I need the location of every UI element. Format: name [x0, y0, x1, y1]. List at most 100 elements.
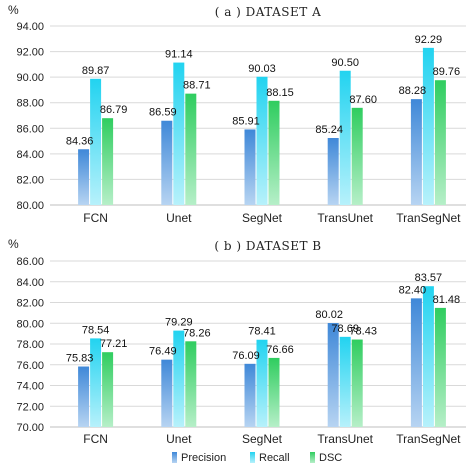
data-label: 86.59 — [149, 107, 177, 119]
data-label: 80.02 — [315, 309, 343, 321]
data-label: 88.71 — [183, 80, 211, 92]
category-label: TranSegNet — [396, 211, 461, 225]
bar-recall — [90, 338, 102, 427]
data-label: 91.14 — [165, 49, 193, 61]
y-tick-label: 76.00 — [16, 360, 44, 372]
data-label: 78.41 — [248, 326, 276, 338]
y-tick-label: 86.00 — [16, 123, 44, 135]
bar-recall — [339, 70, 351, 205]
data-label: 76.49 — [149, 346, 177, 358]
y-axis-unit-label: % — [8, 237, 19, 251]
chart-dataset-b: % ( b ) DATASET B 70.00 72.00 74.00 76.00 78.0… — [8, 237, 466, 446]
bar-precision — [78, 149, 90, 205]
bar-dsc — [351, 339, 363, 427]
bar-precision — [410, 99, 422, 205]
legend-swatch-recall — [250, 452, 255, 463]
data-label: 86.79 — [100, 104, 128, 116]
bar-precision — [410, 298, 422, 427]
bar-dsc — [351, 107, 363, 205]
category-label: TransUnet — [317, 432, 373, 446]
chart-title: ( b ) DATASET B — [214, 239, 321, 253]
data-label: 88.28 — [399, 85, 427, 97]
legend-label-dsc: DSC — [319, 452, 342, 464]
y-tick-label: 80.00 — [16, 200, 44, 212]
category-label: TransUnet — [317, 211, 373, 225]
data-label: 90.50 — [331, 57, 359, 69]
data-label: 88.15 — [266, 87, 294, 99]
bar-recall — [173, 330, 185, 427]
data-label: 89.87 — [82, 65, 110, 77]
bar-dsc — [102, 118, 114, 205]
bar-dsc — [434, 80, 446, 205]
bar-precision — [327, 323, 339, 427]
bar-dsc — [102, 352, 114, 427]
category-label: TranSegNet — [396, 432, 461, 446]
legend-swatch-dsc — [310, 452, 315, 463]
y-tick-label: 88.00 — [16, 98, 44, 110]
data-label: 79.29 — [165, 317, 193, 329]
y-tick-label: 94.00 — [16, 21, 44, 33]
data-label: 89.76 — [433, 66, 461, 78]
bar-recall — [90, 78, 102, 205]
data-label: 77.21 — [100, 338, 128, 350]
category-label: FCN — [83, 211, 108, 225]
bar-recall — [173, 62, 185, 206]
bar-recall — [422, 47, 434, 205]
data-label: 78.69 — [331, 323, 359, 335]
data-label: 85.24 — [315, 124, 343, 136]
bar-dsc — [268, 357, 280, 427]
bar-dsc — [185, 93, 197, 205]
bar-precision — [244, 129, 256, 205]
category-label: SegNet — [242, 432, 283, 446]
data-label: 78.43 — [349, 326, 377, 338]
chart-dataset-a: % ( a ) DATASET A 80.00 82.00 84.00 86.00 88.0… — [8, 3, 466, 225]
chart-title: ( a ) DATASET A — [215, 5, 322, 19]
bar-precision — [161, 120, 173, 205]
data-label: 78.26 — [183, 327, 211, 339]
data-label: 87.60 — [349, 94, 377, 106]
y-tick-label: 80.00 — [16, 318, 44, 330]
category-label: FCN — [83, 432, 108, 446]
y-tick-label: 82.00 — [16, 174, 44, 186]
data-label: 76.66 — [266, 344, 294, 356]
bar-precision — [327, 138, 339, 205]
y-tick-label: 92.00 — [16, 47, 44, 59]
y-tick-label: 84.00 — [16, 149, 44, 161]
category-label: Unet — [166, 211, 192, 225]
y-tick-label: 82.00 — [16, 298, 44, 310]
data-label: 76.09 — [232, 350, 260, 362]
legend-label-precision: Precision — [181, 452, 226, 464]
legend: Precision Recall DSC — [172, 452, 342, 464]
bar-dsc — [268, 100, 280, 205]
bar-precision — [78, 366, 90, 427]
bar-precision — [244, 363, 256, 427]
data-label: 92.29 — [415, 34, 443, 46]
bar-recall — [256, 339, 268, 427]
data-label: 83.57 — [415, 272, 443, 284]
y-tick-label: 86.00 — [16, 256, 44, 268]
bar-dsc — [434, 307, 446, 427]
bar-recall — [339, 336, 351, 427]
data-label: 82.40 — [399, 284, 427, 296]
legend-label-recall: Recall — [259, 452, 290, 464]
y-tick-label: 70.00 — [16, 422, 44, 434]
data-label: 85.91 — [232, 115, 260, 127]
y-tick-label: 74.00 — [16, 381, 44, 393]
data-label: 78.54 — [82, 324, 110, 336]
data-label: 81.48 — [433, 294, 461, 306]
bar-precision — [161, 359, 173, 427]
y-tick-label: 78.00 — [16, 339, 44, 351]
category-label: SegNet — [242, 211, 283, 225]
legend-swatch-precision — [172, 452, 177, 463]
category-label: Unet — [166, 432, 192, 446]
bar-dsc — [185, 341, 197, 427]
y-axis-unit-label: % — [8, 3, 19, 17]
y-tick-label: 84.00 — [16, 277, 44, 289]
data-label: 90.03 — [248, 63, 276, 75]
data-label: 84.36 — [66, 135, 94, 147]
bar-recall — [422, 286, 434, 427]
y-tick-label: 72.00 — [16, 401, 44, 413]
data-label: 75.83 — [66, 353, 94, 365]
y-tick-label: 90.00 — [16, 72, 44, 84]
